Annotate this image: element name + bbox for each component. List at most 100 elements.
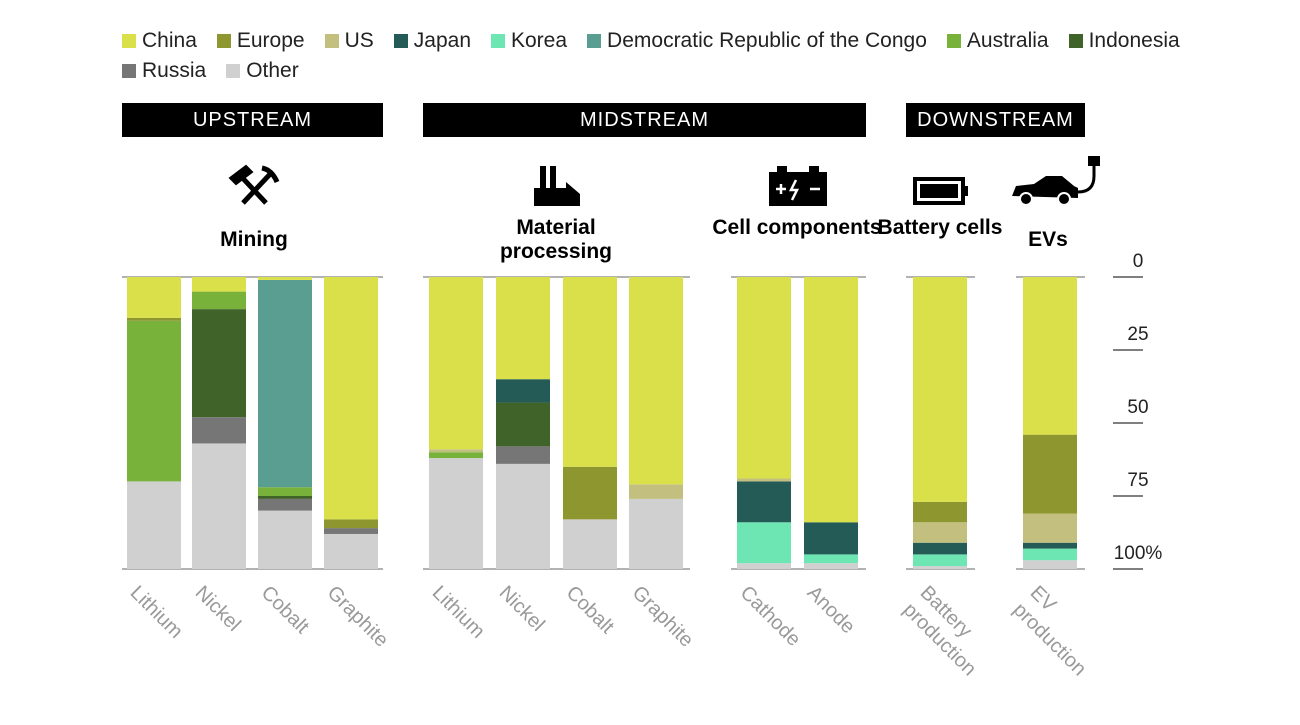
legend-label: Europe: [236, 29, 305, 52]
legend-swatch: [122, 64, 136, 78]
bar-segment: [1023, 434, 1077, 514]
bar-segment: [1023, 542, 1077, 549]
legend-item: Indonesia: [1068, 29, 1180, 52]
legend-label: Australia: [966, 29, 1049, 52]
bar-segment: [324, 277, 378, 520]
y-tick-label: 75: [1127, 470, 1149, 491]
legend-item: Japan: [393, 29, 471, 52]
bar-segment: [258, 510, 312, 569]
stage-label: Material processing: [499, 216, 613, 263]
stage-label: EVs: [1028, 228, 1068, 251]
battery-pack-icon: [769, 166, 827, 206]
bar-segment: [429, 458, 483, 569]
stage-label: Mining: [220, 228, 288, 251]
bar-segment: [804, 563, 858, 569]
bar-segment: [496, 277, 550, 380]
mining-icon: [228, 164, 280, 205]
bar-segment: [192, 417, 246, 444]
legend-swatch: [1068, 34, 1083, 48]
bar-segment: [496, 463, 550, 569]
legend-item: Australia: [946, 29, 1049, 52]
bar-segment: [737, 563, 791, 569]
y-tick-label: 100%: [1113, 543, 1163, 564]
bar-segment: [563, 466, 617, 520]
legend-label: Democratic Republic of the Congo: [607, 29, 927, 52]
bar-segment: [127, 320, 181, 482]
bar-segment: [258, 496, 312, 499]
factory-icon: [534, 166, 580, 206]
bar-segment: [1023, 548, 1077, 561]
section-header: UPSTREAM: [122, 103, 383, 137]
legend-label: US: [344, 29, 374, 52]
ev-icon: [1012, 156, 1100, 206]
bar-segment: [258, 277, 312, 280]
legend: China Europe US Japan Korea Democratic Republ…: [122, 29, 1202, 82]
bar-segment: [913, 566, 967, 569]
bar-segment: [127, 481, 181, 569]
section-header: DOWNSTREAM: [906, 103, 1085, 137]
bar-segment: [258, 279, 312, 488]
bar-segment: [737, 478, 791, 482]
bar-segment: [629, 498, 683, 569]
legend-item: Europe: [216, 29, 305, 52]
bar-segment: [629, 484, 683, 499]
bar-segment: [429, 452, 483, 459]
bar-segment: [324, 519, 378, 529]
bar-segment: [913, 554, 967, 567]
legend-item: Other: [226, 59, 299, 82]
bar-segment: [127, 277, 181, 318]
bar-segment: [804, 277, 858, 523]
bar-segment: [737, 481, 791, 523]
y-tick-label: 0: [1132, 251, 1144, 272]
legend-swatch: [946, 34, 961, 48]
bar-segment: [192, 291, 246, 310]
stage-label: Cell components: [712, 216, 882, 239]
bar-segment: [913, 542, 967, 555]
legend-swatch: [122, 34, 136, 48]
bar-segment: [804, 554, 858, 564]
bar-segment: [192, 277, 246, 292]
bar-segment: [324, 528, 378, 534]
bar-segment: [737, 522, 791, 564]
bar-segment: [737, 277, 791, 479]
bar-segment: [1023, 513, 1077, 543]
legend-label: Korea: [511, 29, 568, 52]
legend-item: Korea: [491, 29, 568, 52]
legend-label: Other: [246, 59, 299, 82]
bar-segment: [913, 522, 967, 543]
bar-segment: [563, 519, 617, 569]
section-header: MIDSTREAM: [423, 103, 866, 137]
legend-swatch: [587, 34, 602, 48]
bar-segment: [563, 277, 617, 467]
y-tick-label: 25: [1127, 324, 1149, 345]
legend-item: China: [122, 29, 197, 52]
legend-label: Japan: [413, 29, 471, 52]
bar-segment: [258, 487, 312, 496]
legend-swatch: [324, 34, 339, 48]
bar-segment: [429, 277, 483, 450]
legend-swatch: [491, 34, 505, 48]
bar-segment: [429, 449, 483, 453]
bar-segment: [127, 317, 181, 321]
bar-segment: [258, 498, 312, 511]
legend-swatch: [216, 34, 231, 48]
legend-label: China: [142, 29, 197, 52]
legend-item: US: [324, 29, 374, 52]
legend-item: Russia: [122, 59, 207, 82]
bar-segment: [496, 379, 550, 403]
bar-segment: [192, 443, 246, 569]
y-tick-label: 50: [1127, 397, 1149, 418]
bar-segment: [496, 446, 550, 464]
stage-label: Battery cells: [877, 216, 1003, 239]
legend-item: Democratic Republic of the Congo: [587, 29, 927, 52]
bar-segment: [913, 277, 967, 502]
bar-segment: [629, 277, 683, 485]
bar-segment: [1023, 277, 1077, 435]
legend-label: Russia: [142, 59, 207, 82]
bar-segment: [324, 533, 378, 569]
bar-segment: [496, 402, 550, 447]
legend-label: Indonesia: [1088, 29, 1180, 52]
bar-segment: [192, 309, 246, 418]
